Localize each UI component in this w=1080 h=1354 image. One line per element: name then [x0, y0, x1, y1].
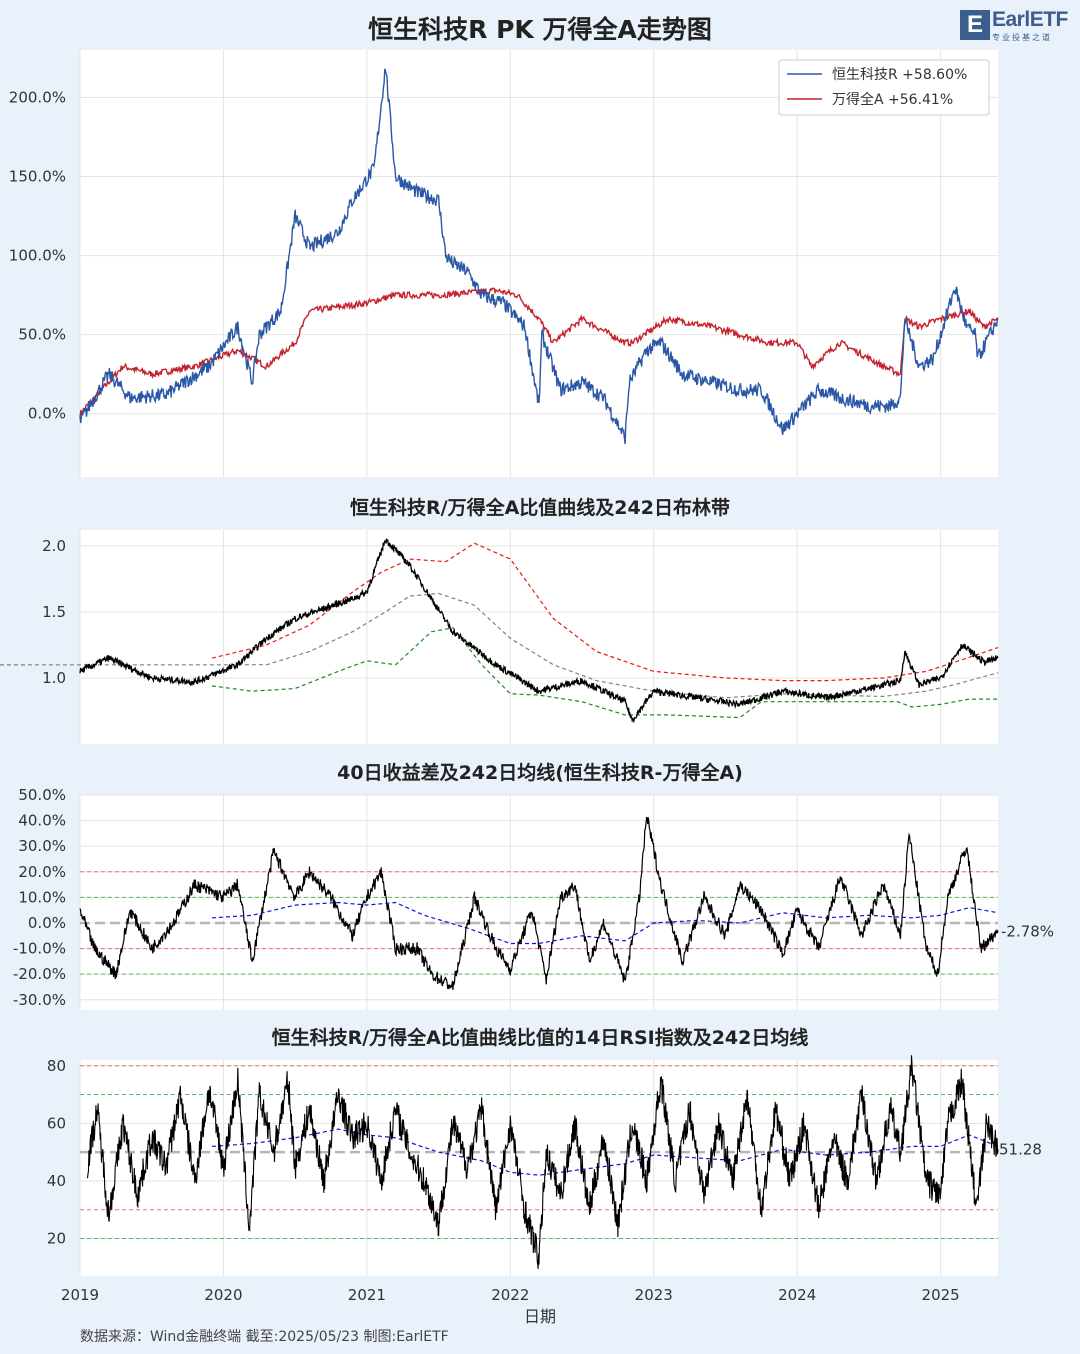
x-tick-label: 2022 — [491, 1286, 529, 1304]
y-tick-label: 30.0% — [18, 837, 66, 855]
panel-3 — [79, 794, 999, 1010]
y-tick-label: 50.0% — [18, 326, 66, 344]
x-tick-label: 2023 — [635, 1286, 673, 1304]
y-tick-label: 200.0% — [9, 88, 66, 106]
y-tick-label: 1.5 — [42, 603, 66, 621]
x-tick-label: 2021 — [348, 1286, 386, 1304]
series-line-hstech — [79, 68, 999, 445]
y-tick-label: 100.0% — [9, 247, 66, 265]
x-tick-label: 2019 — [61, 1286, 99, 1304]
logo-text: EarlETF — [992, 8, 1068, 31]
ratio-line — [79, 538, 999, 724]
plot-area — [80, 795, 998, 1010]
y-tick-label: 0.0% — [28, 914, 66, 932]
y-tick-label: 60 — [47, 1114, 66, 1132]
panel-1 — [79, 50, 999, 477]
y-tick-label: -20.0% — [13, 965, 66, 983]
chart-title: 恒生科技R PK 万得全A走势图 — [368, 15, 712, 44]
y-tick-label: 0.0% — [28, 405, 66, 423]
y-tick-label: 40 — [47, 1172, 66, 1190]
legend-label-wind-a: 万得全A +56.41% — [832, 91, 953, 108]
panel-title: 40日收益差及242日均线(恒生科技R-万得全A) — [337, 761, 743, 784]
y-tick-label: 20 — [47, 1230, 66, 1248]
return-diff-line — [79, 816, 999, 991]
bollinger-upper — [211, 542, 999, 682]
y-tick-label: 2.0 — [42, 537, 66, 555]
logo-mark: E — [960, 10, 990, 40]
y-tick-label: 20.0% — [18, 863, 66, 881]
panel-2 — [0, 530, 999, 744]
y-tick-label: 50.0% — [18, 786, 66, 804]
panel-4 — [79, 1055, 999, 1276]
x-tick-label: 2025 — [922, 1286, 960, 1304]
legend-label-hstech: 恒生科技R +58.60% — [832, 67, 967, 83]
earletf-logo: E EarlETF 专业投基之道 — [960, 8, 1072, 44]
data-source-note: 数据来源：Wind金融终端 截至:2025/05/23 制图:EarlETF — [80, 1329, 449, 1345]
last-value-label: 51.28 — [999, 1140, 1042, 1158]
rsi-ma242-line — [211, 1128, 999, 1176]
x-axis-label: 日期 — [524, 1307, 556, 1326]
y-tick-label: 40.0% — [18, 812, 66, 830]
ma242-line — [211, 901, 999, 945]
y-tick-label: 1.0 — [42, 669, 66, 687]
y-tick-label: -30.0% — [13, 991, 66, 1009]
bollinger-lower — [211, 627, 998, 719]
legend — [778, 59, 990, 116]
x-tick-label: 2020 — [204, 1286, 242, 1304]
series-line-wind-a — [79, 287, 999, 417]
panel-title: 恒生科技R/万得全A比值曲线及242日布林带 — [350, 496, 730, 519]
legend-box — [778, 59, 990, 116]
y-tick-label: 10.0% — [18, 888, 66, 906]
y-tick-label: -10.0% — [13, 940, 66, 958]
y-tick-label: 150.0% — [9, 168, 66, 186]
rsi-line — [86, 1055, 999, 1269]
logo-subtitle: 专业投基之道 — [992, 33, 1052, 42]
plot-area — [80, 530, 998, 744]
y-tick-label: 80 — [47, 1057, 66, 1075]
x-tick-label: 2024 — [778, 1286, 816, 1304]
panel-title: 恒生科技R/万得全A比值曲线比值的14日RSI指数及242日均线 — [272, 1026, 809, 1049]
last-value-label: -2.78% — [1001, 923, 1054, 941]
